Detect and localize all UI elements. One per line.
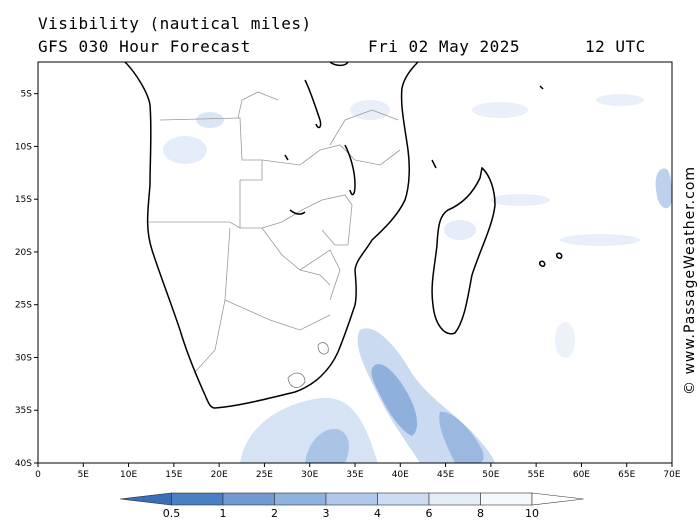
coastlines bbox=[124, 62, 563, 409]
y-axis: 5S 10S 15S 20S 25S 30S 35S 40S bbox=[15, 90, 38, 469]
colorbar-segment bbox=[325, 492, 378, 506]
x-tick-label: 65E bbox=[618, 470, 635, 480]
visibility-patch-agulhas-core-2 bbox=[439, 411, 484, 463]
colorbar-label: 3 bbox=[323, 507, 330, 520]
x-tick-label: 40E bbox=[392, 470, 409, 480]
y-tick-label: 35S bbox=[15, 406, 32, 416]
y-tick-label: 25S bbox=[15, 301, 32, 311]
visibility-field bbox=[163, 94, 672, 463]
visibility-patch-east bbox=[655, 168, 672, 209]
lake-tanganyika bbox=[304, 79, 322, 129]
visibility-patch-tanzania bbox=[350, 100, 390, 120]
mauritius-coast bbox=[539, 260, 546, 267]
visibility-patch-indian-1 bbox=[490, 194, 550, 206]
x-tick-label: 25E bbox=[256, 470, 273, 480]
y-tick-label: 20S bbox=[15, 248, 32, 258]
x-tick-label: 5E bbox=[78, 470, 90, 480]
colorbar-label: 6 bbox=[426, 507, 433, 520]
visibility-patch-madagascar-sea bbox=[444, 220, 476, 240]
x-tick-label: 70E bbox=[663, 470, 680, 480]
y-tick-label: 10S bbox=[15, 142, 32, 152]
lesotho-border bbox=[287, 372, 306, 388]
y-tick-label: 30S bbox=[15, 353, 32, 363]
reunion-coast bbox=[556, 252, 563, 259]
forecast-time: 12 UTC bbox=[585, 37, 646, 56]
visibility-patch-indian-2 bbox=[560, 234, 640, 246]
visibility-patch-south-ocean-core bbox=[305, 429, 349, 463]
visibility-patch-north-2 bbox=[596, 94, 644, 106]
x-tick-label: 15E bbox=[165, 470, 182, 480]
colorbar-segment bbox=[480, 492, 533, 506]
x-axis: 0 5E 10E 15E 20E 25E 30E 35E 40E 45E 50E 55E 60E 65E 7… bbox=[35, 463, 681, 480]
colorbar-segment bbox=[274, 492, 327, 506]
colorbar-segment bbox=[377, 492, 430, 506]
x-tick-label: 30E bbox=[301, 470, 318, 480]
colorbar-label: 10 bbox=[525, 507, 539, 520]
africa-coastline bbox=[124, 62, 419, 409]
forecast-date: Fri 02 May 2025 bbox=[368, 37, 520, 56]
x-tick-label: 50E bbox=[482, 470, 499, 480]
y-tick-label: 5S bbox=[21, 90, 33, 100]
colorbar-segment bbox=[428, 492, 481, 506]
colorbar-segment bbox=[531, 492, 584, 506]
y-tick-label: 15S bbox=[15, 195, 32, 205]
colorbar-segment bbox=[119, 492, 172, 506]
credit-text: © www.PassageWeather.com bbox=[682, 165, 698, 395]
visibility-patch-north-1 bbox=[472, 102, 528, 118]
x-tick-label: 20E bbox=[211, 470, 228, 480]
x-tick-label: 60E bbox=[573, 470, 590, 480]
colorbar: 0.5 1 2 3 4 6 8 10 bbox=[119, 492, 584, 520]
comoros-coast bbox=[431, 159, 437, 169]
x-tick-label: 45E bbox=[437, 470, 454, 480]
colorbar-label: 8 bbox=[477, 507, 484, 520]
visibility-patch-agulhas-core bbox=[371, 364, 418, 436]
lake-mweru bbox=[284, 154, 289, 161]
x-tick-label: 55E bbox=[528, 470, 545, 480]
seychelles-coast bbox=[539, 85, 544, 90]
lake-kariba bbox=[289, 209, 306, 215]
colorbar-label: 1 bbox=[220, 507, 227, 520]
map-background bbox=[38, 62, 672, 463]
colorbar-label: 0.5 bbox=[163, 507, 181, 520]
visibility-patch-east-sea bbox=[555, 322, 575, 358]
lake-malawi bbox=[344, 144, 356, 196]
colorbar-segment bbox=[222, 492, 275, 506]
colorbar-segment bbox=[171, 492, 224, 506]
x-tick-label: 0 bbox=[35, 470, 41, 480]
x-tick-label: 35E bbox=[346, 470, 363, 480]
eswatini-border bbox=[317, 342, 329, 355]
forecast-label: GFS 030 Hour Forecast bbox=[38, 37, 251, 56]
visibility-patch-angola bbox=[163, 136, 207, 164]
map-title: Visibility (nautical miles) bbox=[38, 14, 312, 33]
x-tick-label: 10E bbox=[120, 470, 137, 480]
colorbar-label: 4 bbox=[374, 507, 381, 520]
madagascar-coastline bbox=[431, 166, 496, 335]
visibility-patch-congo bbox=[196, 112, 224, 128]
country-borders bbox=[148, 91, 401, 373]
colorbar-label: 2 bbox=[271, 507, 278, 520]
lake-victoria bbox=[329, 62, 349, 67]
y-tick-label: 40S bbox=[15, 459, 32, 469]
